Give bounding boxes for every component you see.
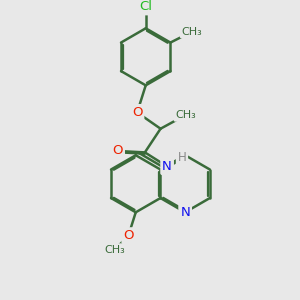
Text: CH₃: CH₃ <box>175 110 196 120</box>
Text: O: O <box>123 229 134 242</box>
Text: N: N <box>180 206 190 219</box>
Text: H: H <box>178 151 186 164</box>
Text: O: O <box>132 106 142 119</box>
Text: N: N <box>162 160 172 173</box>
Text: Cl: Cl <box>139 0 152 14</box>
Text: CH₃: CH₃ <box>182 27 202 37</box>
Text: O: O <box>112 145 123 158</box>
Text: CH₃: CH₃ <box>104 245 125 255</box>
